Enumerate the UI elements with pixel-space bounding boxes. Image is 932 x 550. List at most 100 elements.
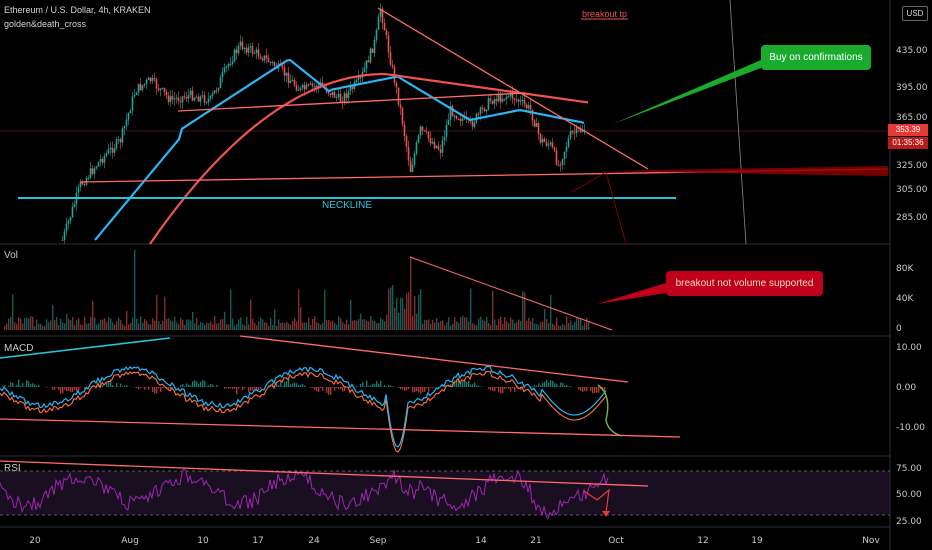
macd-histogram-bar	[112, 385, 114, 387]
candle-body	[529, 105, 532, 110]
macd-histogram-bar	[138, 387, 140, 390]
macd-histogram-bar	[496, 387, 498, 388]
volume-bar	[56, 317, 58, 330]
candle-body	[505, 96, 508, 100]
volume-bar	[530, 321, 532, 330]
candle-body	[517, 99, 520, 102]
macd-histogram-bar	[24, 386, 26, 387]
volume-bar	[122, 324, 124, 330]
volume-bar	[466, 317, 468, 330]
volume-bar	[214, 316, 216, 330]
macd-histogram-bar	[584, 387, 586, 392]
volume-bar	[510, 317, 512, 330]
macd-histogram-bar	[90, 386, 92, 387]
projection-path	[571, 171, 627, 245]
volume-bar	[36, 319, 38, 330]
volume-bar	[128, 324, 130, 330]
macd-histogram-bar	[502, 387, 504, 394]
volume-bar	[224, 311, 226, 330]
volume-bar	[524, 292, 526, 330]
macd-histogram-bar	[322, 387, 324, 392]
volume-bar	[14, 322, 16, 330]
volume-bar	[54, 320, 56, 330]
macd-histogram-bar	[258, 387, 260, 391]
volume-bar	[570, 320, 572, 330]
candle-body	[543, 138, 546, 142]
candle-body	[301, 85, 304, 88]
volume-bar	[140, 316, 142, 330]
volume-bar	[176, 322, 178, 330]
volume-bar	[468, 321, 470, 330]
volume-bar	[536, 323, 538, 330]
macd-histogram-bar	[406, 387, 408, 391]
macd-histogram-bar	[250, 387, 252, 391]
macd-histogram-bar	[414, 387, 416, 393]
volume-bar	[102, 319, 104, 330]
candle-body	[179, 100, 182, 103]
macd-histogram-bar	[334, 387, 336, 391]
candle-body	[575, 127, 578, 134]
macd-histogram-bar	[72, 387, 74, 392]
volume-bar	[516, 322, 518, 330]
macd-histogram-bar	[530, 386, 532, 387]
volume-bar	[402, 297, 404, 330]
candle-body	[501, 98, 504, 102]
candle-body	[263, 55, 266, 61]
candle-body	[481, 107, 484, 109]
macd-histogram-bar	[170, 387, 172, 389]
macd-histogram-bar	[536, 385, 538, 387]
candle-body	[303, 85, 306, 90]
candle-body	[71, 206, 74, 218]
macd-histogram-bar	[4, 385, 6, 387]
macd-histogram-bar	[540, 385, 542, 387]
candle-body	[97, 162, 100, 167]
macd-trendline-support	[0, 418, 681, 438]
volume-bar	[146, 320, 148, 330]
volume-bar	[254, 322, 256, 330]
volume-bar	[342, 322, 344, 330]
candle-body	[459, 118, 462, 121]
volume-tick-label: 40K	[896, 294, 914, 304]
macd-histogram-bar	[310, 387, 312, 388]
candle-body	[489, 98, 492, 101]
volume-bar	[228, 324, 230, 330]
macd-tick-label: -10.00	[896, 423, 925, 433]
macd-signal-line	[0, 370, 607, 453]
volume-bar	[304, 322, 306, 330]
macd-histogram-bar	[450, 384, 452, 387]
volume-bar	[288, 323, 290, 330]
volume-bar	[380, 317, 382, 330]
candle-body	[455, 115, 458, 119]
macd-histogram-bar	[238, 387, 240, 389]
candle-body	[251, 46, 254, 54]
volume-bar	[338, 316, 340, 330]
candle-body	[125, 119, 128, 127]
candle-body	[583, 129, 586, 131]
candle-body	[231, 61, 234, 64]
macd-histogram-bar	[318, 387, 320, 392]
macd-histogram-bar	[342, 387, 344, 392]
volume-bar	[70, 320, 72, 330]
candle-body	[153, 78, 156, 80]
currency-badge[interactable]: USD	[902, 6, 928, 21]
macd-histogram-bar	[326, 387, 328, 394]
macd-histogram-bar	[28, 381, 30, 387]
macd-histogram-bar	[192, 381, 194, 387]
date-tick-label: Nov	[862, 536, 880, 546]
volume-bar	[280, 322, 282, 330]
macd-histogram-bar	[564, 385, 566, 387]
volume-bar	[352, 320, 354, 330]
volume-bar	[232, 318, 234, 330]
volume-bar	[572, 324, 574, 330]
candle-body	[449, 105, 452, 121]
volume-bar	[108, 316, 110, 330]
volume-bar	[522, 291, 524, 330]
volume-bar	[142, 322, 144, 330]
volume-bar	[186, 319, 188, 330]
macd-histogram-bar	[20, 385, 22, 387]
date-tick-label: 17	[252, 536, 263, 546]
volume-bar	[546, 318, 548, 330]
volume-bar	[324, 289, 326, 330]
macd-histogram-bar	[136, 387, 138, 389]
